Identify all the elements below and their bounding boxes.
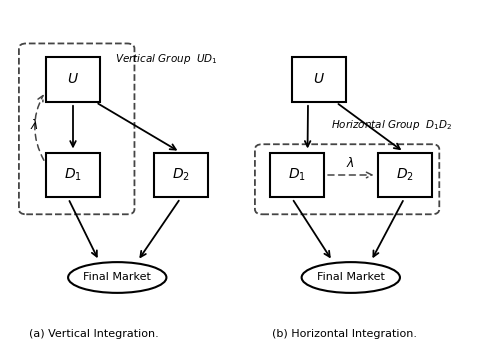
Text: (b) Horizontal Integration.: (b) Horizontal Integration.	[272, 329, 417, 339]
Ellipse shape	[68, 262, 166, 293]
Text: $D_2$: $D_2$	[172, 167, 190, 183]
Text: $D_1$: $D_1$	[64, 167, 82, 183]
Text: $\lambda$: $\lambda$	[346, 156, 355, 170]
Text: $D_2$: $D_2$	[396, 167, 414, 183]
FancyBboxPatch shape	[154, 153, 208, 197]
FancyBboxPatch shape	[292, 57, 346, 102]
Text: Final Market: Final Market	[317, 273, 384, 282]
Text: $U$: $U$	[313, 72, 325, 86]
Text: Vertical Group  $UD_1$: Vertical Group $UD_1$	[115, 52, 218, 66]
Text: Horizontal Group  $D_1D_2$: Horizontal Group $D_1D_2$	[331, 118, 452, 132]
Text: (a) Vertical Integration.: (a) Vertical Integration.	[29, 329, 158, 339]
Text: $D_1$: $D_1$	[288, 167, 306, 183]
FancyBboxPatch shape	[378, 153, 432, 197]
FancyBboxPatch shape	[46, 153, 100, 197]
FancyBboxPatch shape	[270, 153, 324, 197]
Ellipse shape	[302, 262, 400, 293]
Text: $U$: $U$	[67, 72, 79, 86]
Text: Final Market: Final Market	[84, 273, 151, 282]
FancyBboxPatch shape	[46, 57, 100, 102]
Text: $\lambda$: $\lambda$	[30, 118, 39, 132]
